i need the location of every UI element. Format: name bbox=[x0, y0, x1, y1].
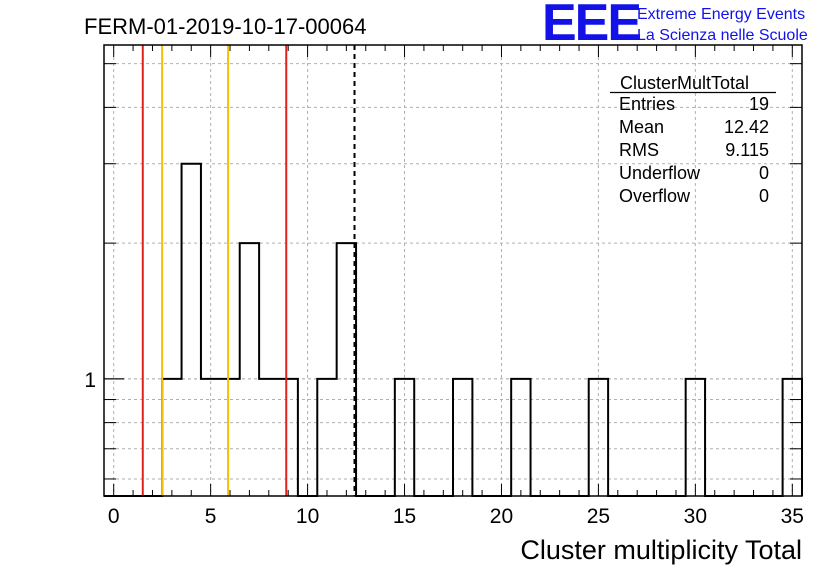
stats-row-value: 0 bbox=[759, 186, 769, 206]
histogram-bin bbox=[182, 164, 201, 496]
stats-row-label: Overflow bbox=[619, 186, 691, 206]
stats-row-label: RMS bbox=[619, 140, 659, 160]
histogram-bin bbox=[511, 379, 530, 496]
histogram-bin bbox=[162, 379, 181, 496]
stats-box: ClusterMultTotal Entries 19 Mean 12.42 RMS 9.… bbox=[610, 73, 776, 206]
histogram-bin bbox=[240, 243, 259, 496]
histogram-bin bbox=[220, 379, 239, 496]
plot-area: 0 5 10 15 20 25 30 35 1 bbox=[84, 44, 804, 528]
histogram-bin bbox=[259, 379, 278, 496]
stats-row-value: 12.42 bbox=[724, 117, 769, 137]
x-axis-title: Cluster multiplicity Total bbox=[520, 535, 802, 565]
x-tick-label: 0 bbox=[108, 505, 120, 528]
x-tick-label: 5 bbox=[205, 505, 217, 528]
histogram-bin bbox=[279, 379, 298, 496]
stats-row-value: 9.115 bbox=[725, 140, 769, 160]
stats-rows: Entries 19 Mean 12.42 RMS 9.115 Underflow 0 Over… bbox=[619, 94, 769, 206]
x-tick-label: 35 bbox=[781, 505, 804, 528]
y-tick-label: 1 bbox=[84, 369, 96, 392]
stats-row-label: Mean bbox=[619, 117, 664, 137]
stats-row-label: Underflow bbox=[619, 163, 701, 183]
x-tick-label: 20 bbox=[490, 505, 513, 528]
x-tick-label: 15 bbox=[393, 505, 416, 528]
run-title: FERM-01-2019-10-17-00064 bbox=[84, 14, 367, 39]
x-tick-label: 10 bbox=[296, 505, 319, 528]
stats-row-value: 19 bbox=[749, 94, 769, 114]
x-tick-label: 25 bbox=[587, 505, 610, 528]
x-tick-label: 30 bbox=[684, 505, 707, 528]
histogram-bin bbox=[337, 243, 356, 496]
brand-line-1: Extreme Energy Events bbox=[637, 6, 805, 23]
histogram-outline bbox=[104, 162, 803, 497]
histogram-bin bbox=[317, 379, 336, 496]
stats-title: ClusterMultTotal bbox=[620, 73, 749, 93]
brand-line-2: La Scienza nelle Scuole bbox=[637, 27, 808, 44]
histogram-bin bbox=[453, 379, 472, 496]
eee-logo: EEE bbox=[542, 0, 640, 52]
plot-frame bbox=[103, 44, 803, 497]
stats-row-value: 0 bbox=[759, 163, 769, 183]
stats-row-label: Entries bbox=[619, 94, 675, 114]
